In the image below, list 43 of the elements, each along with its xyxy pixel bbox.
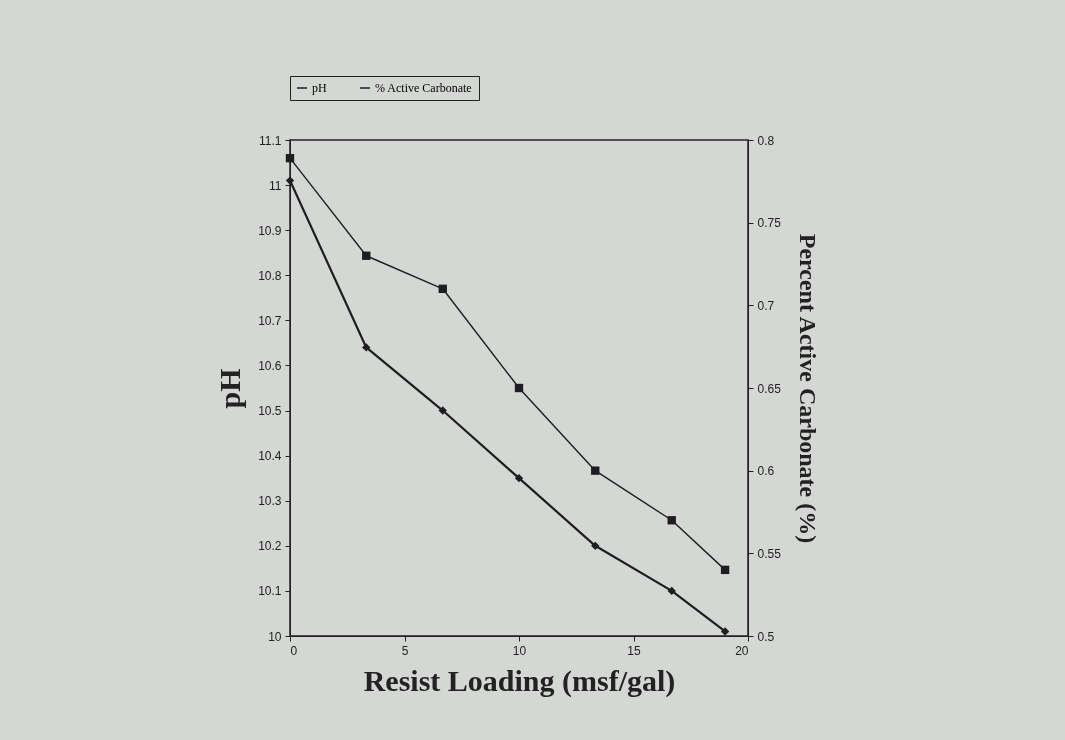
point [720, 565, 730, 575]
point [514, 474, 524, 483]
y2-axis-title: Percent Active Carbonate (%) [794, 233, 821, 544]
y2-tick-label: 0.8 [757, 133, 775, 148]
y-axis-title: pH [213, 368, 247, 409]
point [362, 251, 371, 260]
point [591, 541, 600, 550]
point [285, 154, 295, 163]
y-tick-label: 10.4 [258, 449, 282, 464]
y-tick-label: 10.2 [258, 539, 282, 554]
point [438, 406, 447, 415]
y2-tick-label: 0.65 [757, 381, 782, 396]
x-tick-label: 10 [512, 643, 527, 658]
y2-tick-label: 0.75 [757, 216, 782, 231]
point [591, 466, 600, 475]
y-tick-label: 10.8 [258, 268, 282, 283]
legend-label: pH [312, 81, 327, 95]
y2-tick-label: 0.7 [757, 298, 775, 313]
y-tick-label: 11 [269, 178, 282, 193]
legend-label: % Active Carbonate [375, 81, 472, 95]
x-axis-title: Resist Loading (msf/gal) [363, 663, 676, 698]
point [514, 383, 524, 393]
point [667, 516, 676, 525]
y-tick-label: 10.1 [258, 584, 282, 599]
x-tick-label: 0 [290, 643, 298, 658]
x-tick-label: 5 [401, 643, 409, 658]
y-tick-label: 11.1 [259, 133, 282, 148]
y2-tick-label: 0.6 [757, 464, 775, 479]
y-tick-label: 10.3 [258, 494, 282, 509]
point [362, 343, 371, 352]
x-tick-label: 20 [735, 643, 749, 658]
point [285, 176, 295, 185]
y-tick-label: 10.7 [258, 313, 282, 328]
x-tick-label: 15 [627, 643, 641, 658]
y2-tick-label: 0.55 [757, 546, 782, 561]
y-tick-label: 10.6 [258, 358, 282, 373]
y-tick-label: 10.9 [258, 223, 282, 238]
point [720, 627, 730, 636]
y-tick-label: 10 [268, 629, 282, 644]
y-tick-label: 10.5 [258, 404, 282, 419]
y2-tick-label: 0.5 [757, 629, 775, 644]
point [667, 586, 676, 596]
point [438, 284, 447, 293]
